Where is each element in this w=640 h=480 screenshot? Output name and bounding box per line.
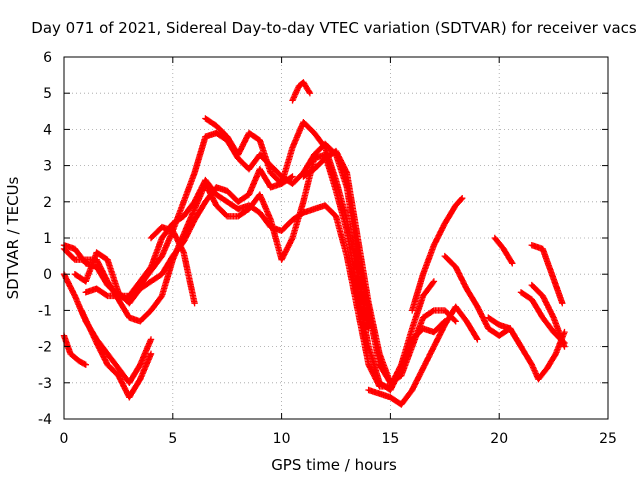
x-tick-label: 20: [490, 431, 508, 447]
data-point-markers: [506, 325, 568, 383]
data-point-markers: [60, 332, 89, 368]
data-point-markers: [82, 176, 438, 390]
series-arc-12: [365, 303, 481, 408]
data-point-markers: [300, 147, 394, 386]
y-tick-label: 4: [43, 122, 52, 138]
series-arc-13: [409, 195, 466, 314]
data-point-markers: [409, 195, 466, 314]
x-tick-label: 10: [273, 431, 291, 447]
series-arc-20: [528, 281, 568, 350]
y-tick-label: -1: [38, 303, 52, 319]
plot-area: [60, 79, 568, 408]
series-arc-8: [147, 223, 198, 307]
data-point-markers: [491, 234, 516, 267]
series-arc-10: [289, 79, 314, 104]
series-arc-6: [71, 119, 372, 332]
data-point-markers: [289, 79, 314, 104]
y-tick-label: 3: [43, 159, 52, 175]
y-tick-label: 5: [43, 86, 52, 102]
series-arc-5: [78, 307, 155, 401]
x-tick-label: 25: [599, 431, 617, 447]
y-tick-label: -4: [38, 412, 52, 428]
y-axis-label: SDTVAR / TECUs: [4, 176, 22, 299]
y-tick-label: 2: [43, 195, 52, 211]
series-arc-16: [491, 234, 516, 267]
data-point-markers: [147, 223, 198, 307]
y-tick-label: 6: [43, 50, 52, 66]
data-point-markers: [78, 307, 155, 401]
series-arc-4: [60, 332, 89, 368]
x-tick-label: 5: [168, 431, 177, 447]
series-arc-11: [300, 147, 394, 386]
data-point-markers: [528, 242, 566, 307]
series-arc-7: [82, 176, 438, 390]
data-point-markers: [528, 281, 568, 350]
series-arc-17: [506, 325, 568, 383]
y-tick-label: -3: [38, 376, 52, 392]
y-tick-label: -2: [38, 340, 52, 356]
x-tick-label: 15: [381, 431, 399, 447]
data-point-markers: [202, 115, 296, 187]
series-arc-19: [528, 242, 566, 307]
chart-title: Day 071 of 2021, Sidereal Day-to-day VTE…: [31, 19, 637, 37]
axis-ticks: 0 5 10 15 20 25 -4 -3 -2 -1 0 1 2 3 4 5 6: [38, 50, 617, 447]
y-tick-label: 1: [43, 231, 52, 247]
x-tick-label: 0: [60, 431, 69, 447]
y-tick-label: 0: [43, 267, 52, 283]
data-point-markers: [71, 119, 372, 332]
series-arc-9: [202, 115, 296, 187]
x-axis-label: GPS time / hours: [271, 456, 397, 474]
data-point-markers: [365, 303, 481, 408]
